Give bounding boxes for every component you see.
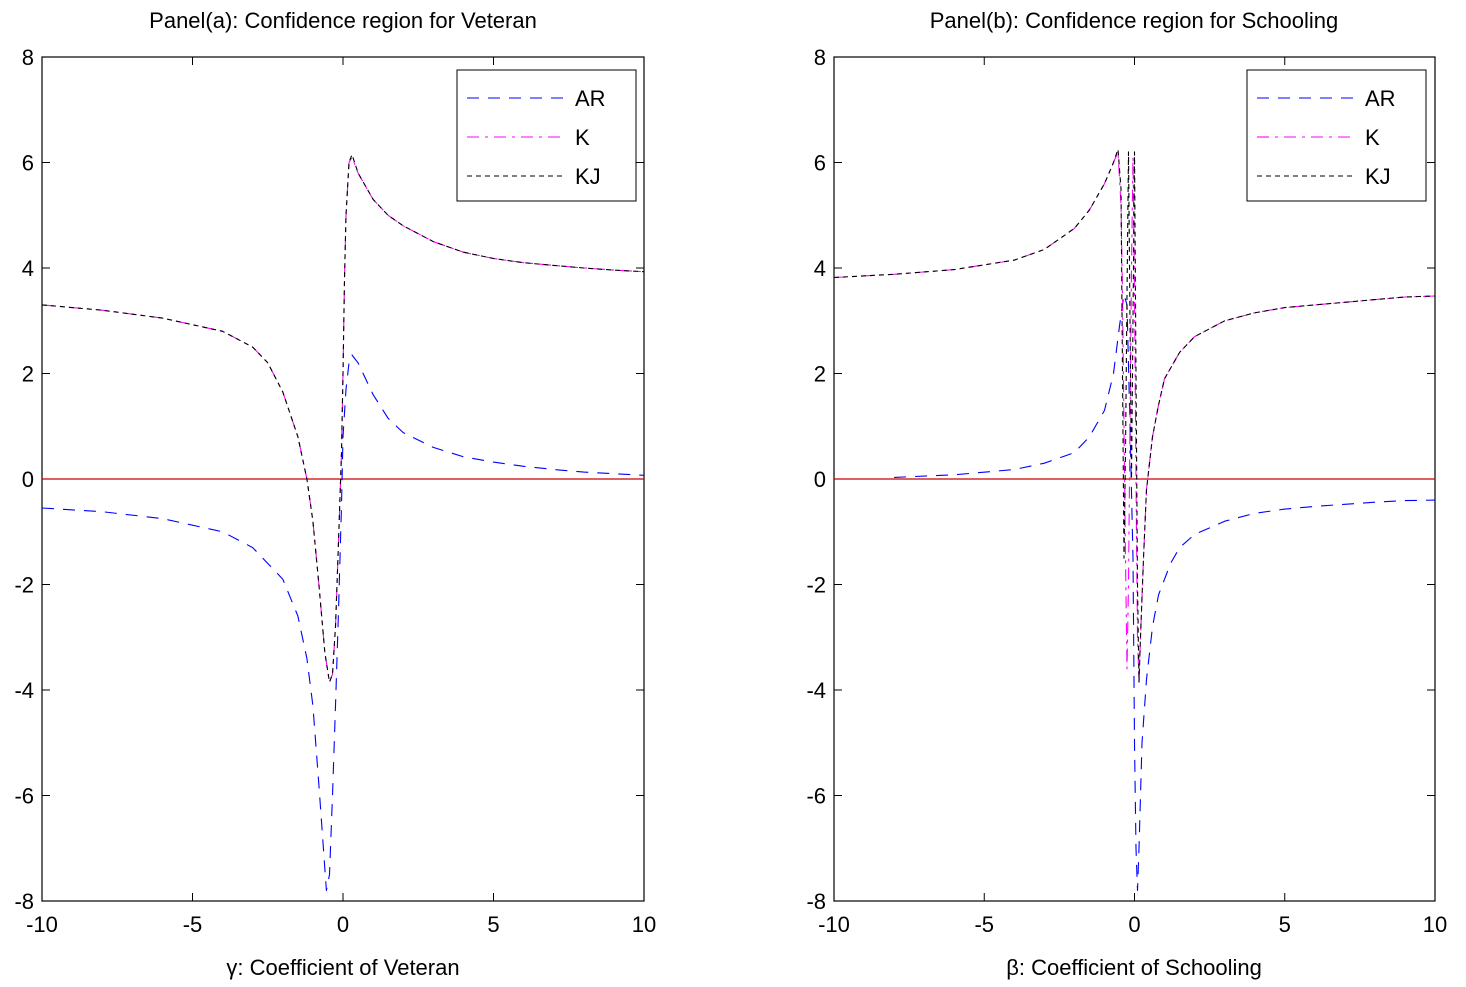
panel-a-x-tick-label: -5 xyxy=(183,912,203,937)
panel-a-y-tick-label: -4 xyxy=(14,678,34,703)
panel-b-series-k xyxy=(833,151,1436,683)
panel-b: Panel(b): Confidence region for Schoolin… xyxy=(806,8,1447,980)
panel-b-legend-box xyxy=(1246,69,1427,202)
panel-a-legend-label-ar: AR xyxy=(575,86,606,111)
panel-a-x-axis-label: γ: Coefficient of Veteran xyxy=(226,955,459,980)
panel-b-y-tick-label: -6 xyxy=(806,784,826,809)
panel-b-y-tick-label: 6 xyxy=(814,151,826,176)
panel-b-legend-label-ar: AR xyxy=(1365,86,1396,111)
panel-b-x-tick-label: -5 xyxy=(974,912,994,937)
panel-b-y-tick-label: 8 xyxy=(814,45,826,70)
panel-a-x-tick-label: 0 xyxy=(337,912,349,937)
panel-a-y-tick-label: 6 xyxy=(22,151,34,176)
panel-a-y-tick-label: -2 xyxy=(14,573,34,598)
panel-a-y-tick-label: 0 xyxy=(22,467,34,492)
panel-a-legend-label-kj: KJ xyxy=(575,164,601,189)
panel-b-x-axis-label: β: Coefficient of Schooling xyxy=(1006,955,1262,980)
panel-b-x-tick-label: 10 xyxy=(1423,912,1447,937)
panel-b-legend-label-kj: KJ xyxy=(1365,164,1391,189)
panel-a-series xyxy=(41,154,645,892)
panel-b-x-tick-label: -10 xyxy=(818,912,850,937)
panel-a-y-tick-label: -6 xyxy=(14,784,34,809)
panel-b-legend: AR K KJ xyxy=(1246,69,1427,202)
panel-b-x-tick-label: 5 xyxy=(1279,912,1291,937)
panel-a-y-tick-label: 4 xyxy=(22,256,34,281)
panel-b-title: Panel(b): Confidence region for Schoolin… xyxy=(930,8,1338,33)
panel-b-y-tick-label: -2 xyxy=(806,573,826,598)
panel-a-series-ar xyxy=(41,354,645,892)
panel-b-legend-label-k: K xyxy=(1365,125,1380,150)
panel-a-legend: AR K KJ xyxy=(456,69,637,202)
panel-b-x-tick-label: 0 xyxy=(1128,912,1140,937)
panel-a-x-tick-label: 10 xyxy=(632,912,656,937)
panel-a-y-tick-label: 8 xyxy=(22,45,34,70)
panel-a-y-tick-label: 2 xyxy=(22,362,34,387)
panel-a-ticks: -10 -5 0 5 10 -8 -6 -4 -2 0 2 4 6 8 xyxy=(14,45,656,937)
panel-b-y-tick-label: -4 xyxy=(806,678,826,703)
panel-b-series xyxy=(833,148,1436,892)
panel-a-title: Panel(a): Confidence region for Veteran xyxy=(149,8,537,33)
panel-a-legend-box xyxy=(456,69,637,202)
panel-a-x-tick-label: 5 xyxy=(487,912,499,937)
panel-a-legend-label-k: K xyxy=(575,125,590,150)
panel-a-y-tick-label: -8 xyxy=(14,889,34,914)
panel-b-series-kj xyxy=(833,148,1436,683)
panel-b-ticks: -10 -5 0 5 10 -8 -6 -4 -2 0 2 4 6 8 xyxy=(806,45,1447,937)
panel-a-series-kj xyxy=(41,154,645,683)
panel-b-y-tick-label: -8 xyxy=(806,889,826,914)
panel-b-series-ar xyxy=(894,293,1436,892)
panel-a-x-tick-label: -10 xyxy=(26,912,58,937)
panel-b-y-tick-label: 2 xyxy=(814,362,826,387)
panel-a: Panel(a): Confidence region for Veteran … xyxy=(14,8,656,980)
panel-b-y-tick-label: 0 xyxy=(814,467,826,492)
panel-b-y-tick-label: 4 xyxy=(814,256,826,281)
